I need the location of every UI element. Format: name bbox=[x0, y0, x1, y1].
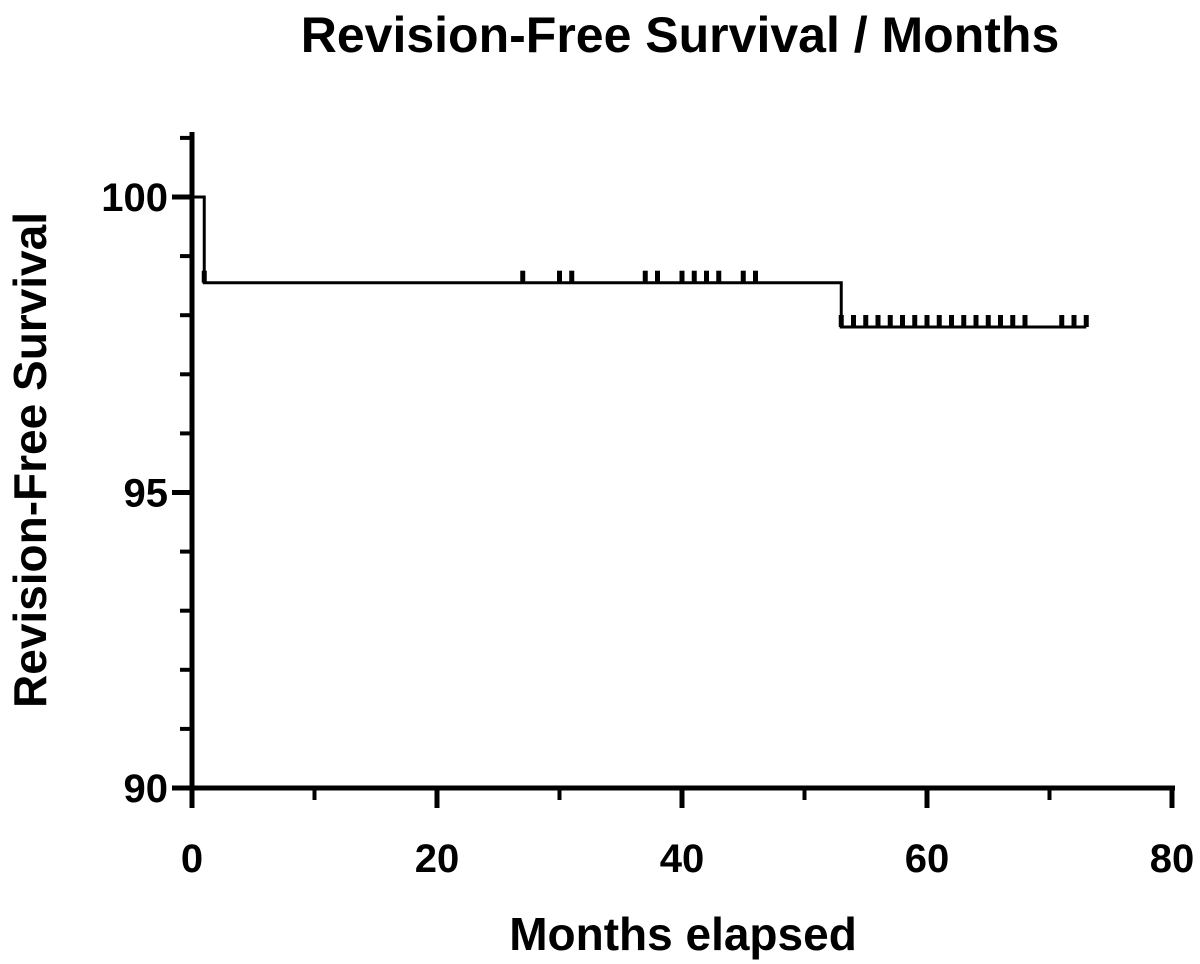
x-tick-label: 40 bbox=[660, 837, 705, 881]
censor-mark bbox=[753, 270, 758, 283]
censor-mark bbox=[520, 270, 526, 283]
censor-mark bbox=[887, 315, 893, 328]
axes bbox=[189, 132, 1175, 791]
x-tick-label: 20 bbox=[415, 837, 460, 881]
chart-title: Revision-Free Survival / Months bbox=[301, 7, 1060, 63]
survival-series bbox=[192, 195, 1089, 329]
y-axis-label: Revision-Free Survival bbox=[4, 212, 56, 708]
censor-mark bbox=[851, 315, 856, 328]
y-tick-label: 100 bbox=[101, 176, 168, 220]
censor-mark bbox=[973, 315, 979, 328]
censor-mark bbox=[998, 315, 1003, 328]
y-ticks: 90 95 100 bbox=[101, 135, 192, 811]
y-tick-label: 95 bbox=[124, 472, 169, 516]
x-tick-label: 60 bbox=[905, 837, 950, 881]
censor-mark bbox=[875, 315, 881, 328]
censor-mark bbox=[1071, 315, 1077, 328]
censor-mark bbox=[924, 315, 930, 328]
x-ticks: 0 20 40 60 80 bbox=[181, 788, 1194, 881]
censor-mark bbox=[985, 315, 991, 328]
censor-mark bbox=[838, 315, 844, 328]
x-tick-label: 0 bbox=[181, 837, 203, 881]
censor-mark bbox=[1059, 315, 1065, 328]
censor-mark bbox=[1022, 315, 1028, 328]
censor-mark bbox=[1010, 315, 1016, 328]
censor-mark bbox=[679, 270, 685, 283]
censor-mark bbox=[1083, 315, 1089, 328]
censor-mark bbox=[557, 270, 562, 283]
censor-mark bbox=[912, 315, 918, 328]
censor-mark bbox=[201, 270, 207, 283]
x-tick-label: 80 bbox=[1150, 837, 1195, 881]
censor-mark bbox=[704, 270, 709, 283]
censor-mark bbox=[655, 270, 660, 283]
censor-mark bbox=[949, 315, 954, 328]
censor-mark bbox=[961, 315, 967, 328]
censor-mark bbox=[740, 270, 746, 283]
censor-mark bbox=[691, 270, 697, 283]
censor-mark bbox=[642, 270, 648, 283]
y-tick-label: 90 bbox=[124, 767, 169, 811]
x-axis-label: Months elapsed bbox=[509, 908, 857, 960]
censor-mark bbox=[569, 270, 575, 283]
survival-step-line bbox=[192, 195, 1087, 329]
censor-mark bbox=[900, 315, 905, 328]
censor-mark bbox=[863, 315, 869, 328]
censor-mark bbox=[936, 315, 942, 328]
censor-mark bbox=[716, 270, 722, 283]
